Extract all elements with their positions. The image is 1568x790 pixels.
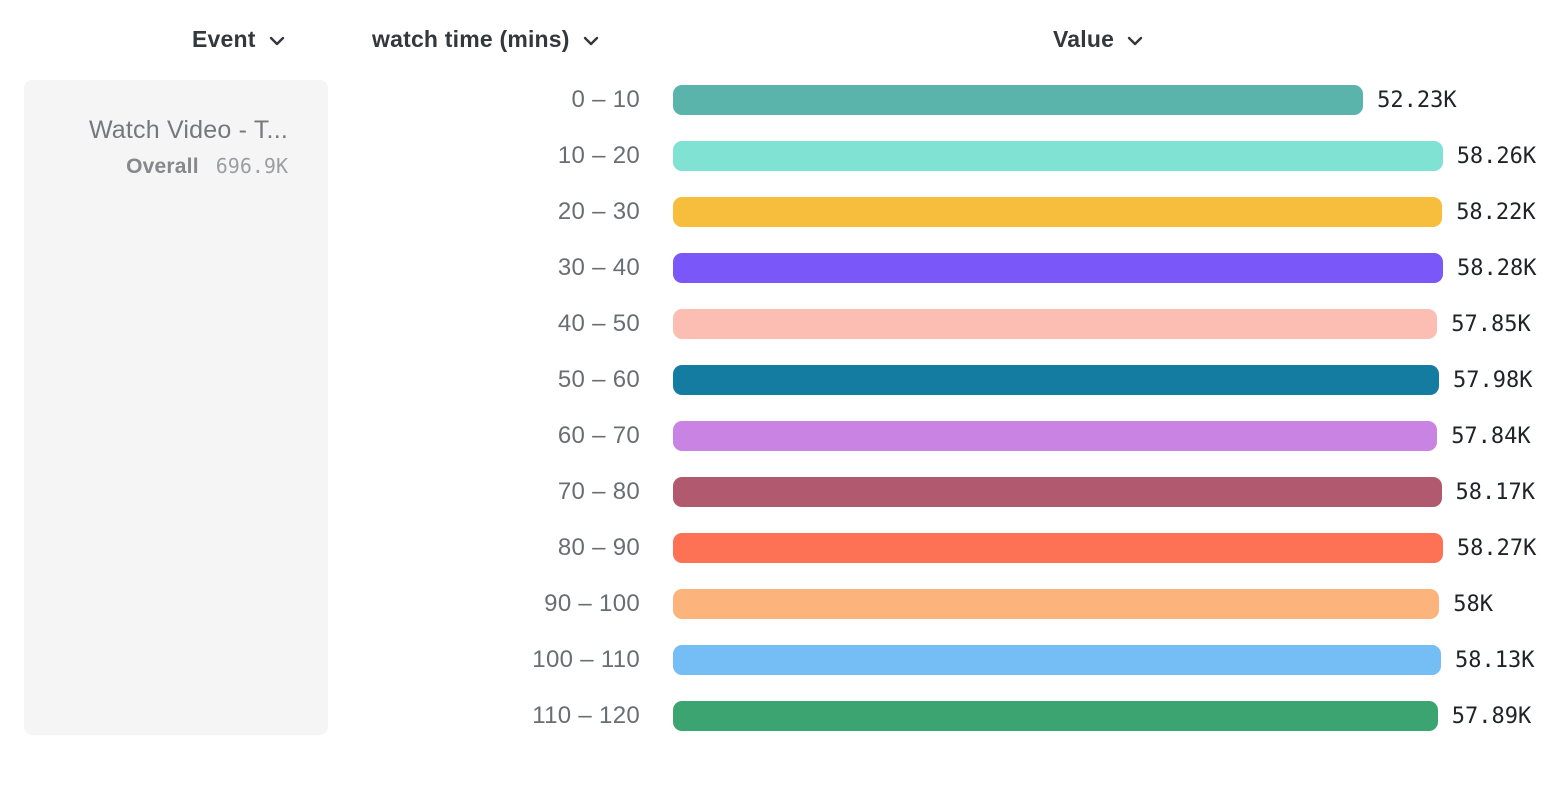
event-card-overall-row: Overall 696.9K — [64, 154, 288, 179]
value-label: 57.84K — [1451, 423, 1531, 449]
bar-segment[interactable] — [673, 85, 1364, 115]
bar-chart: 0 – 10 52.23K 10 – 20 58.26K 20 – 30 58.22K 30… — [0, 72, 1568, 744]
value-label: 58.17K — [1455, 479, 1535, 505]
chart-row: 80 – 90 58.27K — [0, 520, 1568, 576]
value-label: 58.13K — [1455, 647, 1535, 673]
category-label: 0 – 10 — [571, 86, 640, 113]
value-label: 58.22K — [1456, 199, 1536, 225]
bar-segment[interactable] — [673, 309, 1438, 339]
value-label: 57.98K — [1453, 367, 1533, 393]
overall-value: 696.9K — [215, 154, 288, 178]
chart-row: 100 – 110 58.13K — [0, 632, 1568, 688]
chart-row: 90 – 100 58K — [0, 576, 1568, 632]
chart-row: 0 – 10 52.23K — [0, 72, 1568, 128]
bar-segment[interactable] — [673, 645, 1441, 675]
chart-row: 30 – 40 58.28K — [0, 240, 1568, 296]
event-card[interactable]: Watch Video - T... Overall 696.9K — [24, 80, 328, 735]
value-column-header[interactable]: Value — [1053, 26, 1143, 53]
category-label: 50 – 60 — [557, 366, 640, 393]
watch-time-column-label: watch time (mins) — [372, 26, 570, 52]
overall-label: Overall — [126, 155, 199, 178]
bar-segment[interactable] — [673, 421, 1438, 451]
event-column-header[interactable]: Event — [192, 26, 285, 53]
category-label: 110 – 120 — [532, 702, 640, 729]
category-label: 100 – 110 — [532, 646, 640, 673]
value-label: 52.23K — [1377, 87, 1457, 113]
event-column-label: Event — [192, 26, 256, 52]
category-label: 60 – 70 — [557, 422, 640, 449]
category-label: 10 – 20 — [557, 142, 640, 169]
value-label: 57.89K — [1451, 703, 1532, 729]
value-column-label: Value — [1053, 26, 1115, 52]
bar-segment[interactable] — [673, 253, 1443, 283]
chart-row: 110 – 120 57.89K — [0, 688, 1568, 744]
category-label: 30 – 40 — [557, 254, 640, 281]
watch-time-column-header[interactable]: watch time (mins) — [372, 26, 599, 53]
bar-segment[interactable] — [673, 701, 1438, 731]
category-label: 20 – 30 — [557, 198, 640, 225]
value-label: 58K — [1453, 591, 1494, 617]
event-card-title: Watch Video - T... — [88, 116, 288, 144]
chart-row: 70 – 80 58.17K — [0, 464, 1568, 520]
bar-segment[interactable] — [673, 533, 1443, 563]
category-label: 70 – 80 — [557, 478, 640, 505]
chart-row: 60 – 70 57.84K — [0, 408, 1568, 464]
bar-segment[interactable] — [673, 365, 1439, 395]
chevron-down-icon — [269, 36, 284, 46]
category-label: 90 – 100 — [544, 590, 640, 617]
bar-segment[interactable] — [673, 589, 1440, 619]
chart-row: 20 – 30 58.22K — [0, 184, 1568, 240]
value-label: 58.26K — [1456, 143, 1537, 169]
chevron-down-icon — [1127, 36, 1143, 46]
chart-row: 40 – 50 57.85K — [0, 296, 1568, 352]
value-label: 58.28K — [1457, 255, 1537, 281]
value-label: 58.27K — [1456, 535, 1537, 561]
chevron-down-icon — [583, 36, 598, 46]
chart-row: 10 – 20 58.26K — [0, 128, 1568, 184]
category-label: 80 – 90 — [557, 534, 640, 561]
value-label: 57.85K — [1451, 311, 1531, 337]
chart-row: 50 – 60 57.98K — [0, 352, 1568, 408]
bar-segment[interactable] — [673, 141, 1443, 171]
category-label: 40 – 50 — [557, 310, 640, 337]
bar-segment[interactable] — [673, 477, 1442, 507]
bar-segment[interactable] — [673, 197, 1443, 227]
